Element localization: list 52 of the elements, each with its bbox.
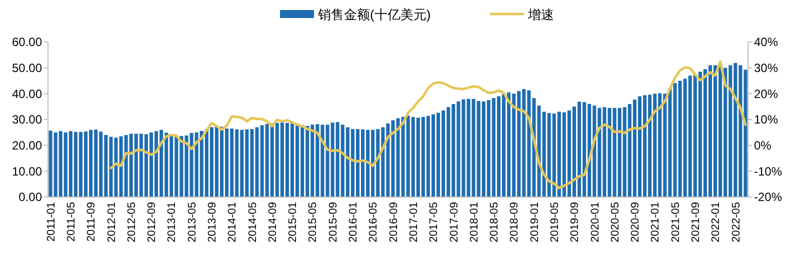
y-tick-label: 20.00	[12, 138, 42, 153]
y-tick-label: 30.00	[12, 112, 42, 127]
x-tick-label: 2022-05	[730, 202, 742, 242]
y2-tick-label: 30%	[754, 61, 778, 76]
legend-label: 增速	[527, 7, 554, 22]
y2-tick-label: 40%	[754, 35, 778, 50]
x-tick-label: 2020-01	[589, 202, 602, 242]
x-tick-label: 2021-09	[690, 202, 702, 242]
x-tick-label: 2020-09	[630, 202, 642, 242]
x-tick-label: 2016-01	[348, 202, 360, 242]
y2-tick-label: 20%	[754, 86, 778, 101]
x-tick-label: 2017-05	[428, 202, 440, 242]
y-tick-label: 10.00	[12, 164, 42, 178]
y-tick-label: 60.00	[12, 35, 42, 50]
line-series	[110, 60, 747, 190]
x-tick-label: 2018-09	[508, 202, 521, 242]
y2-tick-label: -20%	[754, 190, 782, 204]
y2-tick-label: -10%	[754, 164, 782, 178]
x-tick-label: 2011-05	[66, 202, 78, 242]
y2-tick-label: 10%	[754, 112, 778, 127]
y-tick-label: 50.00	[12, 61, 42, 76]
x-tick-label: 2019-01	[528, 202, 541, 242]
x-tick-label: 2014-05	[246, 202, 259, 242]
x-tick-label: 2016-05	[368, 202, 380, 242]
x-tick-label: 2013-09	[206, 202, 219, 242]
x-tick-label: 2012-01	[106, 202, 118, 242]
x-tick-label: 2013-05	[186, 202, 198, 242]
x-tick-label: 2021-05	[670, 202, 682, 242]
x-tick-label: 2017-01	[408, 202, 420, 242]
x-tick-label: 2019-05	[548, 202, 561, 242]
y-tick-label: 0.00	[18, 190, 42, 204]
x-tick-label: 2018-05	[488, 202, 501, 242]
x-tick-label: 2014-09	[266, 202, 279, 242]
x-tick-label: 2011-01	[45, 202, 58, 242]
x-tick-label: 2014-01	[226, 202, 239, 242]
x-tick-label: 2017-09	[448, 202, 460, 242]
x-tick-label: 2012-05	[126, 202, 138, 242]
x-tick-label: 2021-01	[650, 202, 662, 242]
x-tick-label: 2012-09	[146, 202, 158, 242]
y2-tick-label: 0%	[754, 138, 772, 153]
x-tick-label: 2011-09	[86, 202, 98, 242]
legend-label: 销售金额(十亿美元)	[317, 7, 431, 22]
x-tick-label: 2016-09	[388, 202, 400, 242]
x-tick-label: 2015-05	[307, 202, 320, 242]
x-tick-label: 2013-01	[166, 202, 178, 242]
x-tick-label: 2018-01	[468, 202, 480, 242]
y-tick-label: 40.00	[12, 86, 42, 101]
x-tick-label: 2019-09	[569, 202, 582, 242]
x-tick-label: 2015-09	[327, 202, 340, 242]
x-tick-label: 2022-01	[710, 202, 722, 242]
x-tick-label: 2020-05	[609, 202, 622, 242]
x-tick-label: 2015-01	[287, 202, 300, 242]
